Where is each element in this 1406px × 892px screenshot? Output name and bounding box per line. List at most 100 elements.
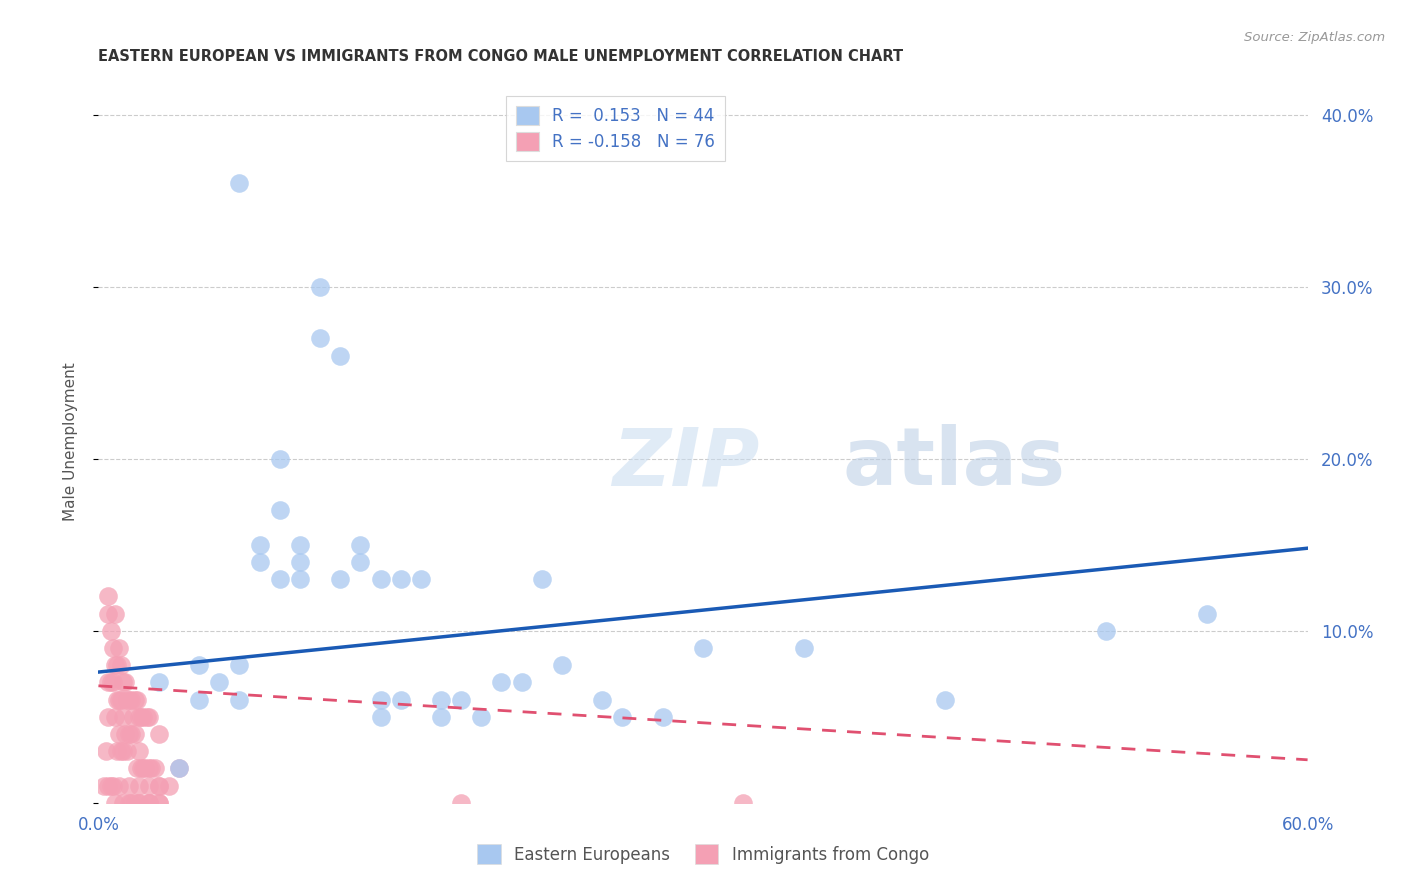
Point — [530, 572, 553, 586]
Point — [329, 572, 352, 586]
Point — [110, 692, 132, 706]
Point — [389, 572, 412, 586]
Point — [93, 779, 115, 793]
Point — [100, 779, 122, 793]
Point — [934, 692, 956, 706]
Point — [114, 727, 136, 741]
Point — [97, 710, 120, 724]
Point — [389, 692, 412, 706]
Point — [228, 177, 250, 191]
Point — [510, 675, 533, 690]
Point — [105, 744, 128, 758]
Point — [97, 607, 120, 621]
Point — [118, 779, 141, 793]
Point — [128, 796, 150, 810]
Point — [101, 675, 124, 690]
Point — [118, 727, 141, 741]
Point — [124, 796, 146, 810]
Point — [228, 658, 250, 673]
Point — [103, 607, 125, 621]
Point — [129, 761, 152, 775]
Point — [120, 692, 142, 706]
Point — [115, 692, 138, 706]
Point — [111, 710, 134, 724]
Point — [692, 640, 714, 655]
Point — [110, 744, 132, 758]
Point — [100, 624, 122, 638]
Point — [97, 675, 120, 690]
Point — [470, 710, 492, 724]
Point — [551, 658, 574, 673]
Point — [110, 658, 132, 673]
Point — [612, 710, 634, 724]
Point — [135, 710, 157, 724]
Point — [124, 692, 146, 706]
Point — [143, 761, 166, 775]
Point — [148, 779, 170, 793]
Point — [349, 555, 371, 569]
Point — [288, 572, 311, 586]
Point — [139, 761, 162, 775]
Point — [148, 796, 170, 810]
Point — [309, 279, 332, 293]
Point — [114, 675, 136, 690]
Point — [125, 761, 148, 775]
Point — [269, 503, 291, 517]
Point — [370, 572, 392, 586]
Point — [120, 796, 142, 810]
Point — [188, 658, 211, 673]
Text: EASTERN EUROPEAN VS IMMIGRANTS FROM CONGO MALE UNEMPLOYMENT CORRELATION CHART: EASTERN EUROPEAN VS IMMIGRANTS FROM CONG… — [98, 49, 904, 64]
Text: Source: ZipAtlas.com: Source: ZipAtlas.com — [1244, 31, 1385, 45]
Point — [450, 796, 472, 810]
Point — [148, 779, 170, 793]
Point — [138, 761, 160, 775]
Point — [107, 727, 129, 741]
Point — [288, 555, 311, 569]
Point — [329, 349, 352, 363]
Point — [101, 779, 124, 793]
Point — [107, 640, 129, 655]
Point — [138, 796, 160, 810]
Point — [103, 658, 125, 673]
Point — [148, 727, 170, 741]
Point — [138, 779, 160, 793]
Point — [138, 710, 160, 724]
Point — [269, 572, 291, 586]
Point — [349, 538, 371, 552]
Point — [309, 331, 332, 345]
Point — [1195, 607, 1218, 621]
Point — [103, 796, 125, 810]
Point — [97, 590, 120, 604]
Point — [134, 761, 156, 775]
Point — [121, 710, 143, 724]
Point — [132, 761, 155, 775]
Point — [409, 572, 432, 586]
Point — [100, 675, 122, 690]
Point — [167, 761, 190, 775]
Legend: R =  0.153   N = 44, R = -0.158   N = 76: R = 0.153 N = 44, R = -0.158 N = 76 — [506, 95, 725, 161]
Point — [1095, 624, 1118, 638]
Point — [111, 675, 134, 690]
Point — [157, 779, 180, 793]
Point — [450, 692, 472, 706]
Point — [128, 796, 150, 810]
Point — [148, 796, 170, 810]
Point — [129, 710, 152, 724]
Point — [120, 727, 142, 741]
Point — [249, 555, 271, 569]
Point — [96, 744, 118, 758]
Point — [138, 796, 160, 810]
Point — [370, 710, 392, 724]
Point — [124, 727, 146, 741]
Point — [128, 744, 150, 758]
Point — [430, 710, 453, 724]
Point — [430, 692, 453, 706]
Point — [491, 675, 513, 690]
Point — [249, 538, 271, 552]
Point — [733, 796, 755, 810]
Legend: Eastern Europeans, Immigrants from Congo: Eastern Europeans, Immigrants from Congo — [471, 838, 935, 871]
Point — [208, 675, 231, 690]
Point — [101, 640, 124, 655]
Point — [128, 710, 150, 724]
Point — [107, 779, 129, 793]
